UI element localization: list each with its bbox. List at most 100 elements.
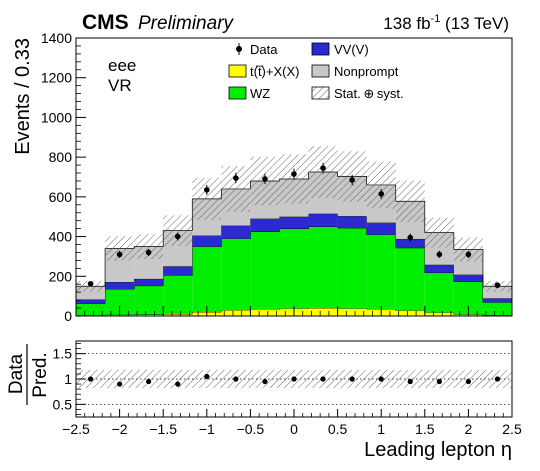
ratio-point <box>233 376 239 382</box>
y-tick-label: 0 <box>64 308 72 324</box>
ratio-y-axis-title: Data Pred. <box>6 344 51 405</box>
data-point <box>174 233 181 240</box>
stacked-histogram <box>76 171 512 316</box>
ratio-points <box>87 373 501 387</box>
data-point <box>262 176 268 182</box>
stack-bar-wz <box>337 228 367 309</box>
x-tick-label: −1 <box>199 421 215 437</box>
stack-bar-vv-v <box>366 222 396 235</box>
main-y-axis: 0 200 400 600 800 1000 1200 1400 <box>41 30 86 324</box>
y-tick-label: 1000 <box>41 109 72 125</box>
stack-bar-wz <box>192 246 222 313</box>
stack-bar-t-t-x-x <box>395 310 425 316</box>
stack-bar-wz <box>163 275 193 315</box>
ratio-point <box>378 376 384 382</box>
legend: Data VV(V) t(t̅)+X(X) Nonprompt WZ Stat.… <box>228 42 404 101</box>
ratio-point <box>494 376 501 382</box>
ratio-point <box>262 378 268 385</box>
ratio-y-tick-label: 0.5 <box>53 396 73 412</box>
cms-label: CMS <box>82 11 129 34</box>
y-tick-label: 800 <box>49 149 73 165</box>
stack-bar-wz <box>76 303 106 316</box>
legend-entry-data: Data <box>236 42 278 57</box>
ratio-point <box>465 378 471 385</box>
x-tick-label: 2 <box>465 421 473 437</box>
stack-bar-wz <box>279 228 309 309</box>
data-point <box>349 177 355 183</box>
preliminary-label: Preliminary <box>138 13 235 34</box>
uncertainty-band-bin <box>395 180 425 222</box>
ratio-point <box>349 376 355 382</box>
svg-text:VV(V): VV(V) <box>334 42 369 57</box>
stack-bar-wz <box>134 285 164 315</box>
x-tick-label: 1.5 <box>415 421 435 437</box>
svg-text:Stat. ⊕ syst.: Stat. ⊕ syst. <box>334 86 404 101</box>
svg-text:t(t̅)+X(X): t(t̅)+X(X) <box>250 64 299 79</box>
x-tick-label: 0 <box>290 421 298 437</box>
stack-bar-wz <box>395 247 425 311</box>
ratio-point <box>291 376 297 382</box>
region-label: VR <box>108 76 132 95</box>
data-point <box>87 281 94 287</box>
ratio-plot-panel: 0.5 1 1.5 −2.5 −2 −1.5 −1 −0.5 0 0.5 1 1.5 2 2.5 Dat… <box>6 340 522 461</box>
stack-bar-t-t-x-x <box>337 308 367 316</box>
x-tick-label: 1 <box>377 421 385 437</box>
y-tick-label: 400 <box>49 229 73 245</box>
main-x-ticks <box>75 306 513 316</box>
x-axis-title: Leading lepton η <box>364 439 512 461</box>
data-point <box>407 234 414 241</box>
stack-bar-wz <box>366 234 396 310</box>
data-point <box>233 175 239 181</box>
uncertainty-band-bin <box>366 161 396 209</box>
x-tick-label: −0.5 <box>237 421 265 437</box>
stack-bar-t-t-x-x <box>424 312 454 316</box>
x-tick-label: 2.5 <box>502 421 522 437</box>
y-tick-label: 200 <box>49 268 73 284</box>
stack-bar-vv-v <box>424 264 454 273</box>
stack-bar-vv-v <box>482 298 512 303</box>
data-point <box>116 251 123 258</box>
data-point <box>465 251 472 258</box>
stack-bar-vv-v <box>395 238 425 248</box>
stack-bar-vv-v <box>134 278 164 286</box>
stack-bar-wz <box>308 226 338 309</box>
channel-label: eee <box>108 56 136 75</box>
ratio-point <box>146 378 152 385</box>
stack-bar-vv-v <box>163 266 193 276</box>
stack-bar-vv-v <box>250 218 280 232</box>
stack-bar-t-t-x-x <box>163 314 193 316</box>
svg-text:Data: Data <box>6 354 27 395</box>
legend-entry-uncertainty: Stat. ⊕ syst. <box>311 86 404 101</box>
data-point <box>378 191 385 197</box>
y-tick-label: 1200 <box>41 70 72 86</box>
uncertainty-band-bin <box>424 217 454 248</box>
ratio-point <box>204 373 210 380</box>
stack-bar-vv-v <box>221 225 251 239</box>
lumi-label: 138 fb-1 (13 TeV) <box>383 13 509 33</box>
legend-entry-ttx: t(t̅)+X(X) <box>228 64 299 79</box>
x-tick-label: −1.5 <box>149 421 177 437</box>
stack-bar-vv-v <box>279 216 309 229</box>
x-tick-label: 0.5 <box>328 421 348 437</box>
stack-bar-t-t-x-x <box>308 308 338 316</box>
stack-bar-vv-v <box>105 282 135 289</box>
uncertainty-band <box>76 146 512 292</box>
stack-bar-vv-v <box>308 213 338 227</box>
legend-entry-nonprompt: Nonprompt <box>311 64 399 79</box>
ratio-y-tick-label: 1.5 <box>53 346 73 362</box>
data-point <box>145 249 152 256</box>
legend-entry-wz: WZ <box>228 86 270 101</box>
stack-bar-wz <box>250 231 280 310</box>
svg-text:Data: Data <box>250 42 278 57</box>
stack-bar-wz <box>482 302 512 316</box>
ratio-y-tick-label: 1 <box>64 371 72 387</box>
data-point <box>494 282 501 289</box>
data-points <box>87 162 501 289</box>
stack-bar-vv-v <box>337 216 367 229</box>
ratio-point <box>320 376 326 382</box>
ratio-point <box>436 378 442 385</box>
stack-bar-t-t-x-x <box>250 309 280 316</box>
svg-text:Nonprompt: Nonprompt <box>334 64 399 79</box>
data-point <box>436 251 443 258</box>
